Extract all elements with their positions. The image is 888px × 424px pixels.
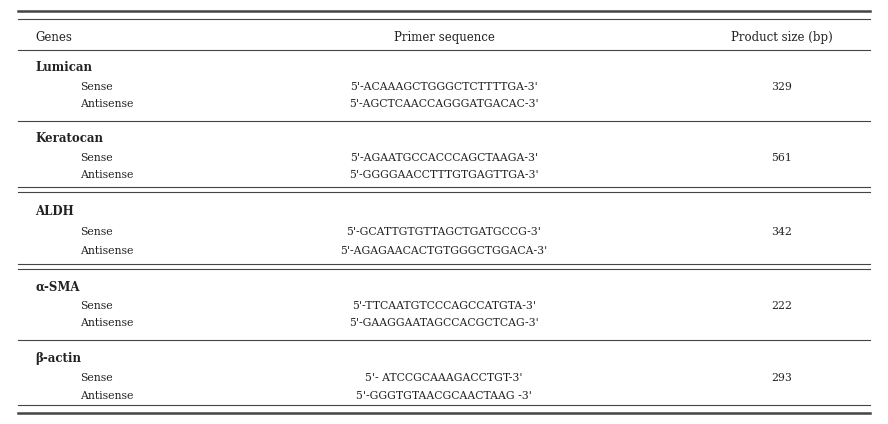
Text: 342: 342	[771, 227, 792, 237]
Text: Antisense: Antisense	[80, 99, 133, 109]
Text: Antisense: Antisense	[80, 245, 133, 256]
Text: Product size (bp): Product size (bp)	[731, 31, 832, 44]
Text: Antisense: Antisense	[80, 391, 133, 401]
Text: ALDH: ALDH	[36, 204, 75, 218]
Text: 5'-GGGTGTAACGCAACTAAG -3': 5'-GGGTGTAACGCAACTAAG -3'	[356, 391, 532, 401]
Text: 5'-GGGGAACCTTTGTGAGTTGA-3': 5'-GGGGAACCTTTGTGAGTTGA-3'	[349, 170, 539, 180]
Text: 5'-ACAAAGCTGGGCTCTTTTGA-3': 5'-ACAAAGCTGGGCTCTTTTGA-3'	[350, 82, 538, 92]
Text: 329: 329	[771, 82, 792, 92]
Text: Sense: Sense	[80, 301, 113, 311]
Text: Keratocan: Keratocan	[36, 132, 104, 145]
Text: Sense: Sense	[80, 373, 113, 383]
Text: 5'-TTCAATGTCCCAGCCATGTA-3': 5'-TTCAATGTCCCAGCCATGTA-3'	[352, 301, 536, 311]
Text: Primer sequence: Primer sequence	[393, 31, 495, 44]
Text: 5'-GAAGGAATAGCCACGCTCAG-3': 5'-GAAGGAATAGCCACGCTCAG-3'	[349, 318, 539, 328]
Text: 222: 222	[771, 301, 792, 311]
Text: 5'-AGAGAACACTGTGGGCTGGACA-3': 5'-AGAGAACACTGTGGGCTGGACA-3'	[340, 245, 548, 256]
Text: α-SMA: α-SMA	[36, 280, 80, 293]
Text: 5'-AGCTCAACCAGGGATGACAC-3': 5'-AGCTCAACCAGGGATGACAC-3'	[349, 99, 539, 109]
Text: Sense: Sense	[80, 153, 113, 163]
Text: 293: 293	[771, 373, 792, 383]
Text: 5'-GCATTGTGTTAGCTGATGCCG-3': 5'-GCATTGTGTTAGCTGATGCCG-3'	[346, 227, 542, 237]
Text: Lumican: Lumican	[36, 61, 92, 74]
Text: β-actin: β-actin	[36, 352, 82, 365]
Text: Antisense: Antisense	[80, 318, 133, 328]
Text: 5'- ATCCGCAAAGACCTGT-3': 5'- ATCCGCAAAGACCTGT-3'	[365, 373, 523, 383]
Text: 561: 561	[771, 153, 792, 163]
Text: Sense: Sense	[80, 227, 113, 237]
Text: Sense: Sense	[80, 82, 113, 92]
Text: Antisense: Antisense	[80, 170, 133, 180]
Text: Genes: Genes	[36, 31, 73, 44]
Text: 5'-AGAATGCCACCCAGCTAAGA-3': 5'-AGAATGCCACCCAGCTAAGA-3'	[350, 153, 538, 163]
